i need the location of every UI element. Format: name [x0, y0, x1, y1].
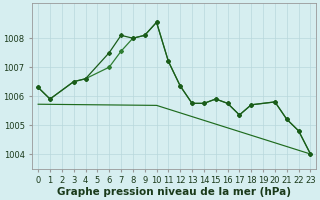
X-axis label: Graphe pression niveau de la mer (hPa): Graphe pression niveau de la mer (hPa) — [57, 187, 291, 197]
